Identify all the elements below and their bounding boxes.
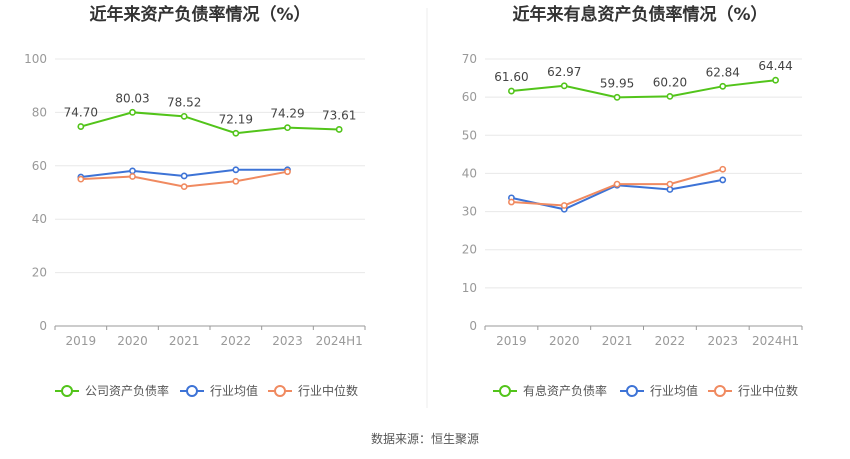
y-tick-label: 60 (462, 90, 477, 104)
y-tick-label: 80 (32, 105, 47, 119)
legend-swatch-marker (274, 385, 286, 397)
data-point (508, 198, 515, 206)
data-point (284, 124, 291, 132)
x-tick-label: 2022 (655, 334, 686, 348)
data-point (719, 82, 727, 90)
y-tick-label: 50 (462, 128, 477, 142)
data-point (129, 173, 136, 180)
source-note: 数据来源：恒生聚源 (371, 431, 479, 446)
y-tick-label: 0 (39, 319, 47, 333)
data-point (560, 202, 568, 209)
y-tick-label: 40 (32, 212, 47, 226)
data-label: 59.95 (600, 76, 634, 90)
y-tick-label: 30 (462, 205, 477, 219)
legend-swatch-marker (186, 385, 198, 397)
legend-swatch-marker (626, 385, 638, 397)
data-point (666, 180, 674, 188)
x-tick-label: 2020 (117, 334, 148, 348)
data-point (335, 126, 343, 133)
legend-swatch-marker (61, 385, 73, 397)
data-point (129, 108, 136, 116)
data-label: 73.61 (322, 108, 356, 122)
legend-label: 有息资产负债率 (523, 383, 607, 398)
legend-swatch-marker (714, 385, 726, 397)
data-point (77, 175, 85, 183)
x-tick-label: 2024H1 (316, 334, 363, 348)
y-tick-label: 10 (462, 281, 477, 295)
x-tick-label: 2021 (602, 334, 633, 348)
x-tick-label: 2024H1 (752, 334, 799, 348)
data-point (613, 93, 621, 101)
legend-label: 行业中位数 (738, 383, 798, 398)
series-line (511, 79, 776, 99)
legend-swatch-marker (499, 385, 511, 397)
x-tick-label: 2019 (496, 334, 527, 348)
data-label: 60.20 (653, 75, 687, 89)
y-tick-label: 70 (462, 52, 477, 66)
data-point (560, 82, 568, 90)
data-point (232, 166, 240, 174)
data-label: 74.29 (270, 107, 304, 121)
data-point (232, 129, 240, 137)
x-tick-label: 2020 (549, 334, 580, 348)
data-label: 78.52 (167, 95, 201, 109)
y-tick-label: 40 (462, 166, 477, 180)
chart-title: 近年来资产负债率情况（%） (89, 4, 310, 25)
data-label: 74.70 (64, 106, 98, 120)
y-tick-label: 60 (32, 159, 47, 173)
x-tick-label: 2019 (66, 334, 97, 348)
data-point (180, 183, 188, 191)
data-point (666, 92, 674, 100)
x-tick-label: 2023 (272, 334, 303, 348)
data-label: 64.44 (758, 59, 792, 73)
data-label: 72.19 (219, 112, 253, 126)
data-point (719, 165, 727, 173)
data-point (284, 168, 291, 176)
y-tick-label: 20 (462, 243, 477, 257)
data-label: 62.97 (547, 65, 581, 79)
y-tick-label: 0 (469, 319, 477, 333)
data-point (232, 177, 240, 185)
legend-label: 公司资产负债率 (85, 383, 169, 398)
data-point (180, 112, 188, 120)
chart-title: 近年来有息资产负债率情况（%） (512, 4, 767, 25)
data-label: 80.03 (115, 91, 149, 105)
data-label: 62.84 (706, 65, 740, 79)
y-tick-label: 100 (24, 52, 47, 66)
data-point (666, 186, 674, 193)
legend-label: 行业中位数 (298, 383, 358, 398)
legend-label: 行业均值 (210, 383, 258, 398)
x-tick-label: 2022 (221, 334, 252, 348)
data-label: 61.60 (494, 70, 528, 84)
data-point (180, 172, 188, 180)
y-tick-label: 20 (32, 266, 47, 280)
data-point (508, 87, 515, 95)
legend-label: 行业均值 (650, 383, 698, 398)
series-line (80, 111, 340, 135)
data-point (719, 176, 727, 184)
x-tick-label: 2023 (707, 334, 738, 348)
data-point (613, 180, 621, 188)
data-point (772, 76, 779, 84)
data-point (77, 123, 85, 130)
x-tick-label: 2021 (169, 334, 200, 348)
data-point (129, 167, 136, 175)
